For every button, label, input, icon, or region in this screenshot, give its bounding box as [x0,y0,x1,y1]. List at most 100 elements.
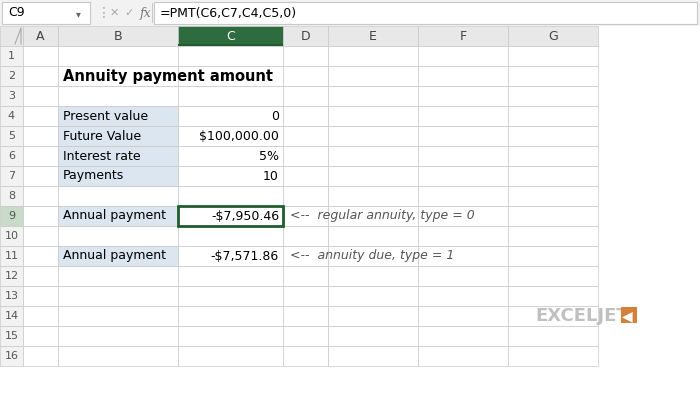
Bar [508,346,598,366]
Bar [508,166,598,186]
Bar [328,326,418,346]
Bar [418,166,508,186]
Bar [418,26,508,46]
Bar [23,326,58,346]
Bar [178,146,283,166]
Bar [58,166,178,186]
Bar [58,286,178,306]
Bar [283,226,328,246]
Text: EXCELJET: EXCELJET [535,307,629,325]
Text: E: E [369,30,377,42]
Text: Present value: Present value [63,110,148,122]
Bar [508,186,598,206]
Bar [0,106,23,126]
Bar [283,66,328,86]
Bar [178,44,283,46]
Bar [23,206,58,226]
Bar [508,126,598,146]
Text: 6: 6 [8,151,15,161]
Bar [58,46,178,66]
Bar [23,346,58,366]
Text: ▾: ▾ [76,9,81,19]
Bar [328,186,418,206]
Bar [178,206,283,226]
Bar [23,246,58,266]
Bar [0,166,23,186]
Bar [328,126,418,146]
Bar [23,306,58,326]
Text: 11: 11 [4,251,18,261]
Text: 14: 14 [4,311,19,321]
Bar [508,326,598,346]
Bar [58,106,178,126]
Bar [418,286,508,306]
Text: Future Value: Future Value [63,130,141,142]
Bar [328,26,418,46]
Bar [178,166,283,186]
Bar [508,26,598,46]
Bar [58,266,178,286]
Bar [508,86,598,106]
Text: D: D [301,30,310,42]
Bar [58,186,178,206]
Bar [508,106,598,126]
Bar [283,246,328,266]
Bar [178,186,283,206]
Bar [283,306,328,326]
Text: -$7,950.46: -$7,950.46 [211,210,279,222]
Bar [0,326,23,346]
Bar [23,226,58,246]
Bar [508,46,598,66]
Bar [283,186,328,206]
Bar [23,46,58,66]
Bar [0,126,23,146]
Bar [418,266,508,286]
Bar [58,126,178,146]
Text: Interest rate: Interest rate [63,150,141,162]
Bar [0,186,23,206]
Bar [283,46,328,66]
Text: fx: fx [140,6,152,20]
Bar [418,246,508,266]
Bar [418,206,508,226]
Bar [58,126,178,146]
Bar [0,46,23,66]
Bar [621,307,637,323]
Bar [508,286,598,306]
Bar [178,246,283,266]
Bar [0,0,700,26]
Bar [418,46,508,66]
Bar [23,26,58,46]
Bar [58,246,178,266]
Bar [418,106,508,126]
Bar [0,66,23,86]
Bar [0,286,23,306]
Bar [418,126,508,146]
Text: Annuity payment amount: Annuity payment amount [63,68,273,84]
Bar [178,86,283,106]
Text: 3: 3 [8,91,15,101]
Bar [328,66,418,86]
Bar [58,346,178,366]
Text: 13: 13 [4,291,18,301]
Bar [58,106,178,126]
Text: 5%: 5% [259,150,279,162]
Bar [178,206,283,226]
Bar [178,166,283,186]
Text: 0: 0 [271,110,279,122]
Bar [152,3,153,23]
Bar [283,346,328,366]
Bar [2,2,90,24]
Bar [178,106,283,126]
Bar [508,266,598,286]
Text: 10: 10 [263,170,279,182]
Bar [328,246,418,266]
Bar [508,66,598,86]
Bar [58,146,178,166]
Text: 10: 10 [4,231,18,241]
Bar [23,106,58,126]
Bar [508,226,598,246]
Text: <--  annuity due, type = 1: <-- annuity due, type = 1 [290,250,454,262]
Bar [0,266,23,286]
Bar [0,86,23,106]
